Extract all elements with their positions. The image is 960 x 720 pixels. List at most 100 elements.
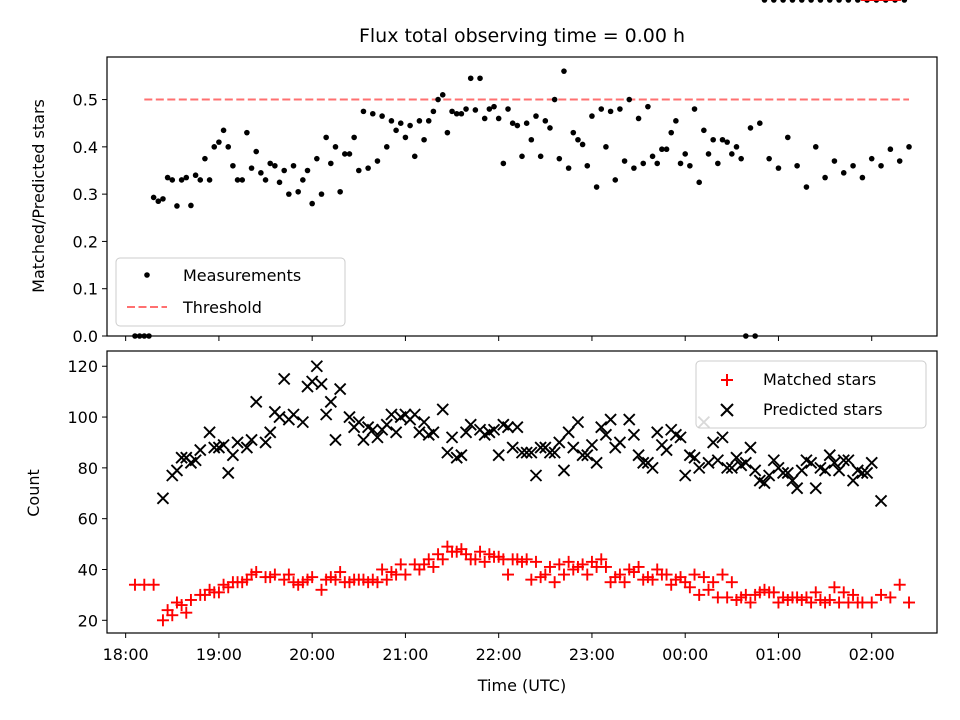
- measurement-point: [183, 174, 190, 181]
- measurement-point: [300, 177, 306, 183]
- measurement-point: [868, 155, 875, 162]
- predicted-point: [273, 410, 286, 424]
- matched-point: [460, 548, 473, 561]
- measurement-point: [160, 196, 166, 202]
- matched-point: [581, 568, 594, 581]
- predicted-point: [394, 410, 407, 424]
- measurement-point: [803, 184, 810, 190]
- measurement-point: [244, 129, 250, 136]
- measurement-point: [458, 110, 465, 117]
- predicted-point: [478, 428, 491, 442]
- measurement-point: [304, 167, 311, 174]
- measurement-point: [262, 177, 269, 183]
- measurement-point: [770, 0, 777, 3]
- measurement-point: [174, 203, 180, 209]
- measurement-point: [556, 155, 563, 162]
- predicted-point: [208, 441, 221, 454]
- measurement-point: [272, 162, 278, 169]
- measurement-point: [486, 106, 493, 112]
- predicted-point: [720, 461, 734, 475]
- measurement-point: [164, 174, 171, 181]
- measurement-point: [351, 134, 357, 141]
- matched-point: [674, 571, 687, 584]
- measurement-point: [430, 108, 437, 115]
- matched-point: [571, 560, 584, 573]
- measurement-point: [784, 134, 791, 141]
- measurement-point: [626, 96, 633, 103]
- predicted-point: [739, 456, 752, 469]
- measurement-point: [798, 0, 805, 3]
- measurement-point: [659, 146, 665, 153]
- predicted-point: [259, 436, 272, 449]
- matched-point: [534, 571, 547, 584]
- matched-point: [595, 553, 608, 566]
- matched-point: [427, 560, 440, 573]
- predicted-point: [548, 446, 561, 459]
- predicted-point: [865, 456, 878, 469]
- x-axis-label: Time (UTC): [477, 676, 566, 695]
- predicted-point: [590, 456, 603, 469]
- predicted-point: [795, 464, 808, 477]
- measurement-point: [840, 170, 847, 176]
- x-tick-label: 02:00: [849, 645, 895, 664]
- matched-point: [618, 576, 631, 589]
- predicted-point: [315, 377, 328, 391]
- measurement-point: [318, 191, 325, 197]
- matched-point: [474, 545, 487, 558]
- matched-point: [562, 555, 575, 568]
- predicted-point: [529, 469, 543, 482]
- matched-point: [399, 568, 412, 581]
- measurement-point: [808, 0, 814, 3]
- predicted-point: [301, 380, 314, 393]
- measurement-point: [826, 0, 833, 3]
- predicted-point: [609, 441, 622, 454]
- predicted-point: [371, 431, 384, 444]
- measurement-point: [281, 167, 287, 174]
- predicted-point: [814, 461, 827, 475]
- predicted-point: [874, 494, 888, 508]
- predicted-point: [786, 474, 799, 487]
- predicted-point: [711, 454, 725, 467]
- bottom-y-axis-label: Count: [24, 469, 43, 517]
- measurement-point: [547, 125, 553, 131]
- measurement-point: [425, 118, 432, 124]
- predicted-point: [693, 461, 706, 475]
- predicted-point: [623, 413, 636, 426]
- measurement-point: [831, 158, 838, 164]
- measurement-point: [565, 165, 572, 171]
- matched-point: [338, 576, 351, 589]
- measurement-point: [593, 184, 600, 190]
- predicted-point: [203, 426, 216, 439]
- matched-point: [707, 576, 720, 589]
- measurement-point: [435, 96, 441, 103]
- measurement-point: [817, 0, 824, 3]
- matched-point: [450, 545, 463, 558]
- predicted-point: [553, 436, 566, 449]
- matched-point: [394, 558, 407, 571]
- matched-legend-marker: [721, 374, 733, 386]
- measurement-point: [393, 127, 399, 134]
- predicted-legend-label: Predicted stars: [763, 400, 883, 419]
- predicted-point: [828, 456, 841, 469]
- predicted-point: [707, 436, 720, 449]
- threshold-legend-label: Threshold: [182, 298, 262, 317]
- bottom-legend-box: [695, 360, 927, 429]
- top-y-tick-label: 0.5: [73, 91, 98, 110]
- top-y-tick-label: 0.3: [73, 185, 98, 204]
- predicted-point: [417, 415, 431, 429]
- matched-point: [749, 588, 762, 601]
- measurement-point: [696, 179, 702, 186]
- x-tick-label: 00:00: [662, 645, 708, 664]
- predicted-point: [264, 426, 277, 439]
- predicted-point: [282, 413, 296, 426]
- top-y-tick-label: 0.1: [73, 280, 98, 299]
- measurement-point: [584, 162, 591, 169]
- matched-point: [553, 558, 566, 571]
- measurement-point: [551, 96, 558, 103]
- matched-point: [236, 576, 249, 589]
- measurement-point: [290, 162, 297, 169]
- predicted-point: [170, 464, 184, 477]
- measurement-point: [589, 113, 595, 119]
- top-axes-frame: [106, 56, 938, 337]
- measurement-point: [654, 160, 661, 167]
